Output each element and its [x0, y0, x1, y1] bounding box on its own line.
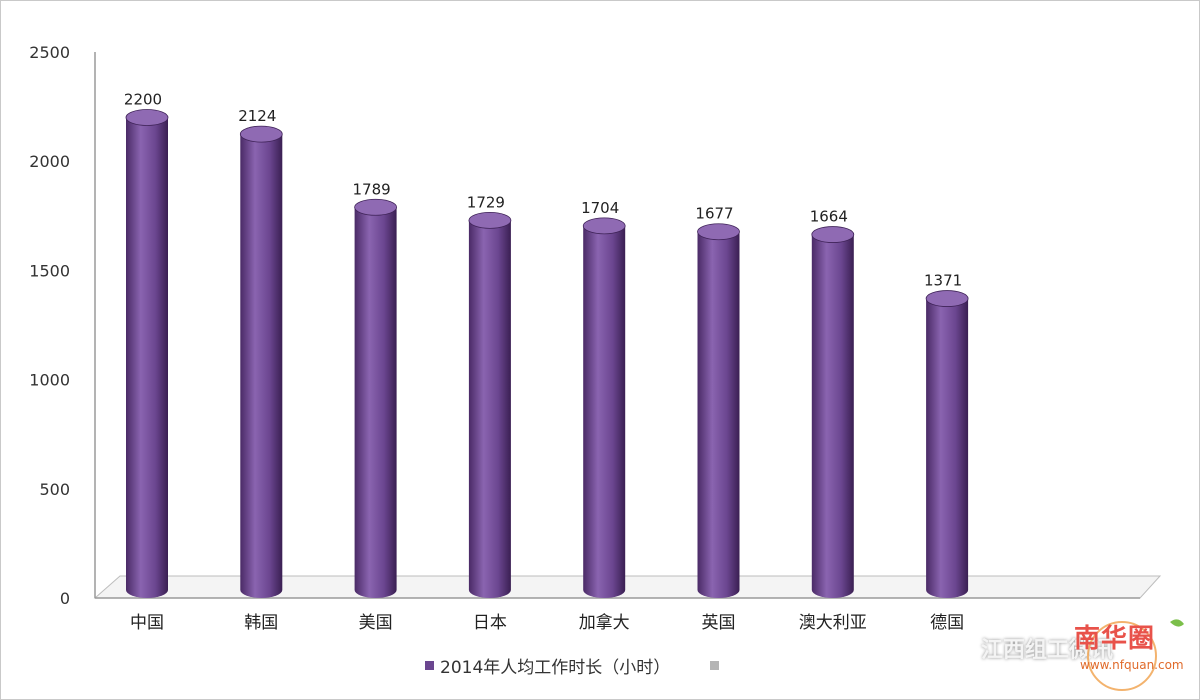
bar-body: [468, 220, 511, 598]
bar-body: [811, 234, 854, 598]
bar: [468, 211, 512, 598]
data-label: 1704: [581, 199, 619, 217]
bar-top: [125, 109, 169, 126]
wechat-icon: [926, 630, 969, 665]
data-label: 2124: [238, 107, 276, 125]
bar: [925, 290, 969, 598]
bar-top: [582, 217, 626, 235]
data-label: 1664: [810, 208, 848, 226]
bar: [697, 223, 740, 598]
bar-top: [354, 198, 398, 216]
y-tick-label: 500: [39, 480, 70, 499]
bar: [811, 226, 855, 598]
x-tick-label: 加拿大: [579, 612, 630, 633]
x-tick-label: 中国: [130, 613, 164, 633]
bar-top: [925, 290, 969, 307]
legend-swatch: [425, 661, 434, 670]
bar-top: [468, 211, 512, 229]
bar: [354, 198, 398, 598]
site-badge: 南华圈 www.nfquan.com: [1062, 612, 1190, 692]
y-tick-label: 2500: [29, 43, 70, 62]
site-url: www.nfquan.com: [1080, 658, 1184, 672]
y-tick-label: 0: [60, 589, 70, 608]
y-tick-label: 1500: [29, 261, 70, 280]
legend-label: 2014年人均工作时长（小时）: [440, 658, 671, 678]
bar-body: [240, 134, 283, 598]
bar: [582, 217, 626, 598]
x-tick-label: 美国: [359, 613, 393, 633]
x-tick-label: 澳大利亚: [799, 613, 867, 633]
bar-top: [239, 125, 283, 143]
x-tick-label: 日本: [473, 613, 507, 633]
bar-top: [811, 226, 855, 243]
bar-body: [926, 298, 969, 598]
data-label: 1371: [924, 272, 962, 290]
data-label: 2200: [124, 91, 162, 109]
bar: [125, 109, 169, 599]
data-label: 1789: [353, 180, 391, 198]
bar-body: [583, 225, 626, 598]
x-tick-label: 英国: [702, 613, 736, 633]
legend: 2014年人均工作时长（小时）: [425, 653, 720, 678]
y-tick-label: 1000: [29, 371, 70, 390]
bar-body: [354, 207, 397, 598]
bar-top: [697, 223, 740, 241]
legend-empty-swatch: [710, 661, 720, 670]
bar-body: [126, 117, 168, 599]
site-name: 南华圈: [1074, 624, 1156, 654]
y-tick-label: 2000: [29, 152, 70, 171]
site-logo-icon: [1087, 619, 1184, 691]
bar-body: [697, 231, 740, 598]
data-label: 1677: [695, 205, 733, 223]
x-tick-label: 韩国: [244, 613, 278, 633]
x-tick-label: 德国: [930, 613, 964, 633]
data-label: 1729: [467, 193, 505, 211]
bar: [239, 125, 283, 598]
